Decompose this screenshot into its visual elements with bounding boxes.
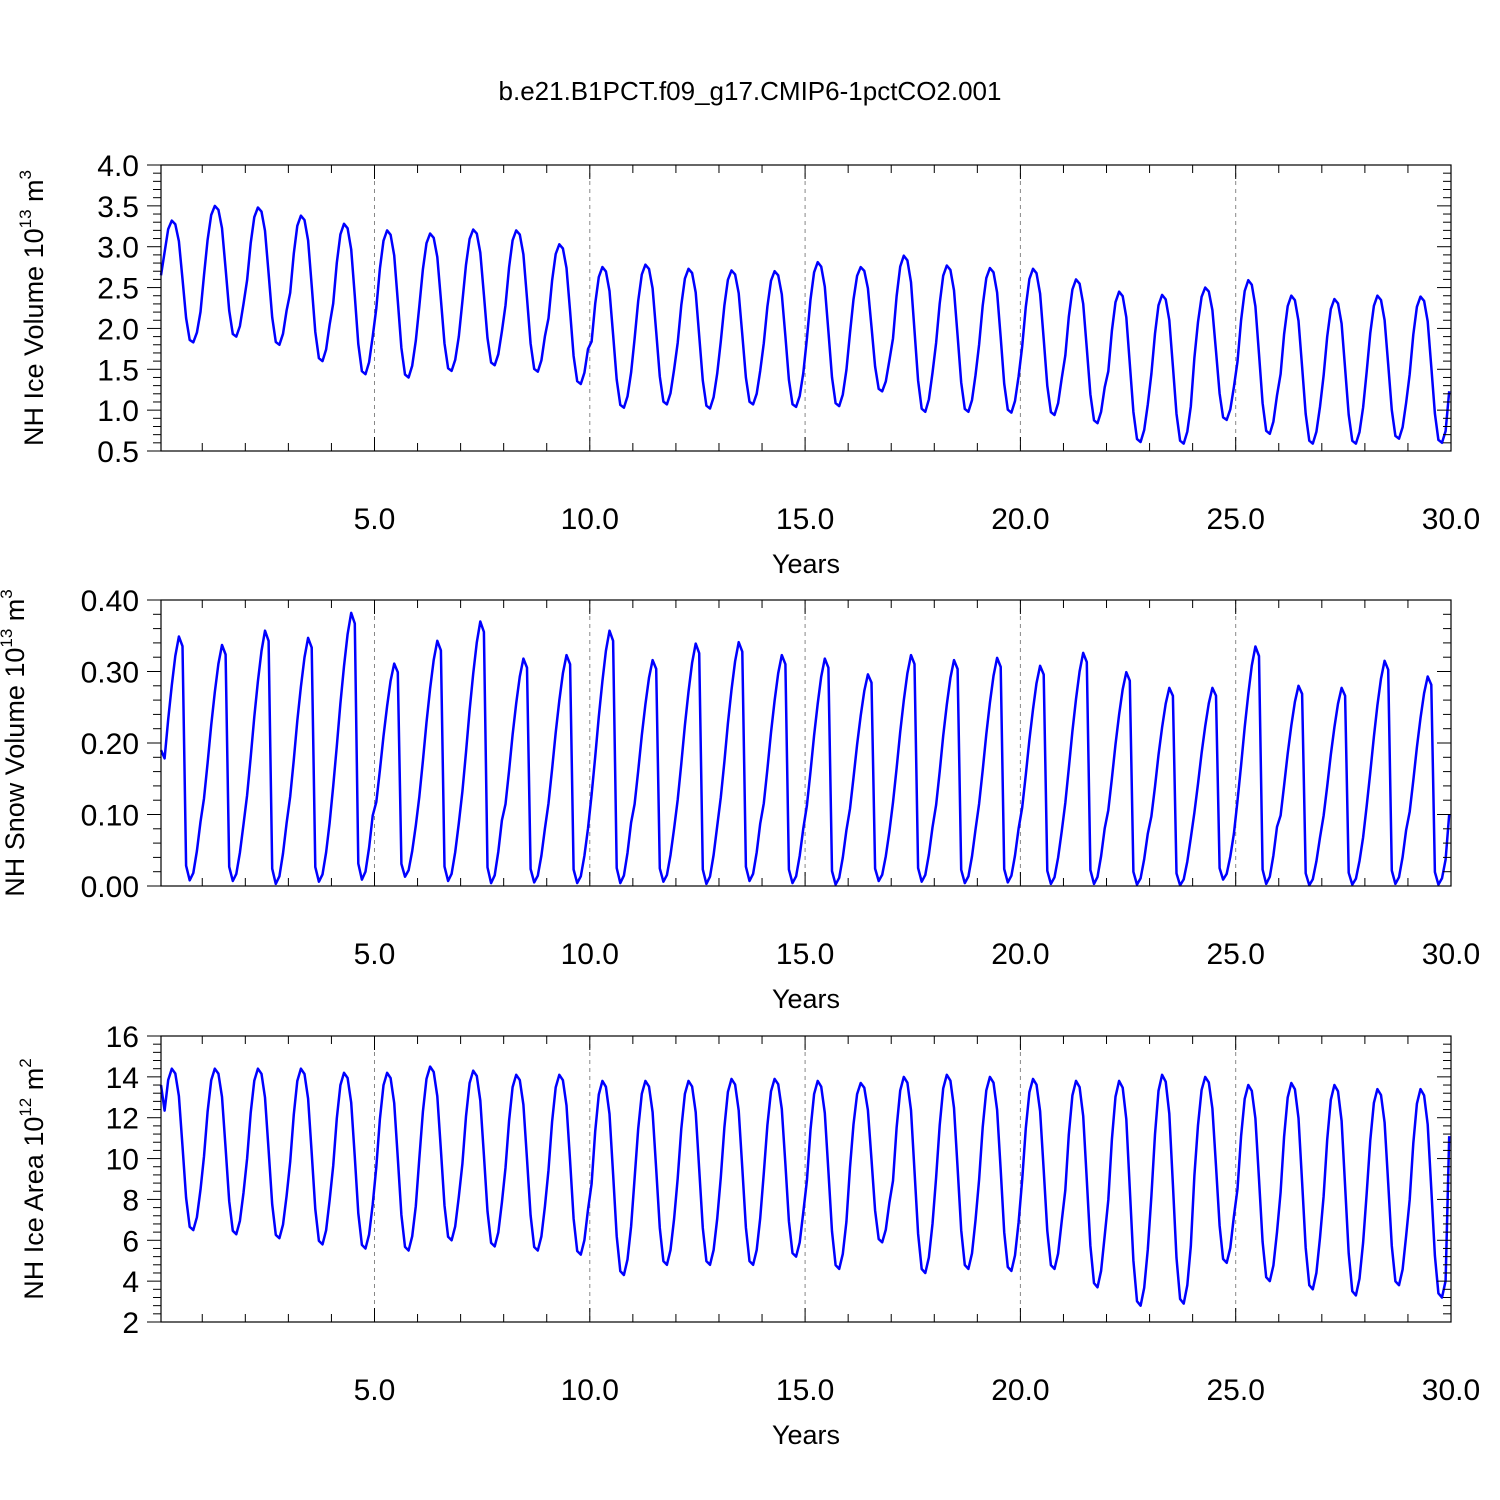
y-tick-label: 1.5 bbox=[97, 354, 139, 387]
x-tick-label: 20.0 bbox=[991, 938, 1049, 971]
x-axis-label: Years bbox=[772, 984, 840, 1014]
y-tick-label: 0.30 bbox=[81, 657, 139, 690]
y-tick-label: 14 bbox=[106, 1062, 139, 1095]
y-tick-label: 2.0 bbox=[97, 313, 139, 346]
x-axis-label: Years bbox=[772, 1420, 840, 1450]
y-tick-label: 0.10 bbox=[81, 800, 139, 833]
ice-area-panel: 5.0 10.0 15.0 20.0 25.0 30.0 2 4 6 8 10 12 14 16 Years… bbox=[16, 1021, 1480, 1450]
y-tick-label: 1.0 bbox=[97, 395, 139, 428]
x-tick-label: 30.0 bbox=[1422, 1374, 1480, 1407]
ice-volume-panel: 5.0 10.0 15.0 20.0 25.0 30.0 0.5 1.0 1.5 2.0 2.5 3.… bbox=[16, 150, 1480, 579]
x-tick-label: 30.0 bbox=[1422, 503, 1480, 536]
y-axis-label: NH Ice Area 1012 m2 bbox=[16, 1058, 49, 1299]
y-tick-label: 10 bbox=[106, 1144, 139, 1177]
y-tick-label: 4.0 bbox=[97, 150, 139, 183]
x-tick-label: 15.0 bbox=[776, 938, 834, 971]
plot-frame bbox=[160, 164, 1452, 452]
x-tick-label: 10.0 bbox=[561, 503, 619, 536]
series-line bbox=[159, 204, 1451, 445]
y-tick-label: 0.5 bbox=[97, 436, 139, 469]
x-tick-label: 15.0 bbox=[776, 1374, 834, 1407]
y-tick-label: 3.5 bbox=[97, 191, 139, 224]
y-tick-label: 2.5 bbox=[97, 273, 139, 306]
y-axis-label: NH Snow Volume 1013 m3 bbox=[0, 589, 30, 897]
y-tick-label: 0.00 bbox=[81, 871, 139, 904]
y-tick-label: 0.20 bbox=[81, 728, 139, 761]
x-tick-label: 30.0 bbox=[1422, 938, 1480, 971]
y-tick-label: 4 bbox=[122, 1266, 139, 1299]
y-tick-label: 12 bbox=[106, 1103, 139, 1136]
x-tick-label: 20.0 bbox=[991, 503, 1049, 536]
x-tick-label: 15.0 bbox=[776, 503, 834, 536]
y-tick-label: 3.0 bbox=[97, 232, 139, 265]
x-tick-label: 20.0 bbox=[991, 1374, 1049, 1407]
x-tick-label: 25.0 bbox=[1207, 503, 1265, 536]
plot-frame bbox=[160, 1035, 1452, 1323]
x-tick-label: 5.0 bbox=[354, 938, 396, 971]
series-line bbox=[159, 1065, 1451, 1307]
y-tick-label: 16 bbox=[106, 1021, 139, 1054]
x-axis-label: Years bbox=[772, 549, 840, 579]
y-tick-label: 2 bbox=[122, 1307, 139, 1340]
series-line bbox=[159, 611, 1451, 887]
y-tick-label: 6 bbox=[122, 1225, 139, 1258]
x-tick-label: 10.0 bbox=[561, 938, 619, 971]
x-tick-label: 25.0 bbox=[1207, 1374, 1265, 1407]
y-tick-label: 0.40 bbox=[81, 585, 139, 618]
x-tick-label: 25.0 bbox=[1207, 938, 1265, 971]
y-tick-label: 8 bbox=[122, 1184, 139, 1217]
snow-volume-panel: 5.0 10.0 15.0 20.0 25.0 30.0 0.00 0.10 0.20 0.30 0… bbox=[0, 585, 1480, 1014]
x-tick-label: 5.0 bbox=[354, 503, 396, 536]
x-tick-label: 5.0 bbox=[354, 1374, 396, 1407]
x-tick-label: 10.0 bbox=[561, 1374, 619, 1407]
y-axis-label: NH Ice Volume 1013 m3 bbox=[16, 170, 49, 446]
figure-title: b.e21.B1PCT.f09_g17.CMIP6-1pctCO2.001 bbox=[499, 76, 1002, 106]
